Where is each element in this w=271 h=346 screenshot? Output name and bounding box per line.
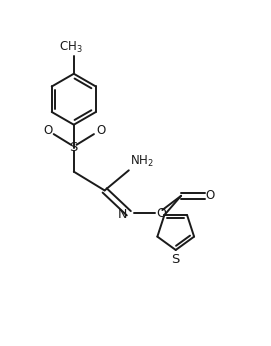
Text: O: O [156, 207, 166, 220]
Text: N: N [118, 208, 127, 221]
Text: S: S [70, 141, 78, 154]
Text: S: S [172, 253, 180, 266]
Text: CH$_3$: CH$_3$ [59, 40, 83, 55]
Text: NH$_2$: NH$_2$ [130, 154, 153, 169]
Text: O: O [43, 124, 52, 137]
Text: O: O [96, 124, 105, 137]
Text: O: O [205, 189, 215, 202]
